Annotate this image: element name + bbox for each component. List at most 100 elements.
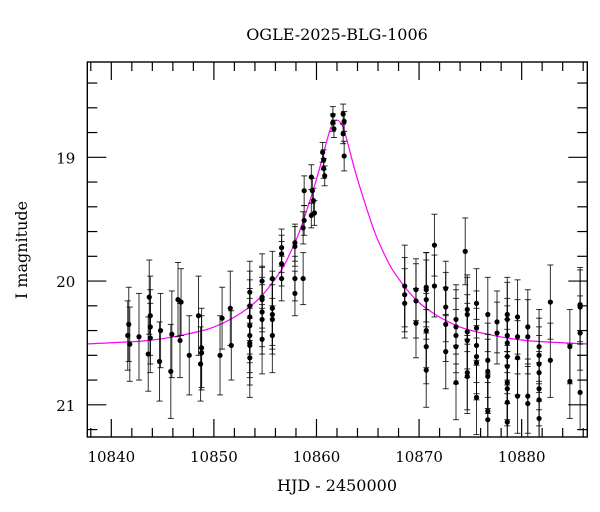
data-point <box>145 316 152 392</box>
data-point <box>341 140 348 172</box>
data-points-layer <box>124 103 584 437</box>
data-point <box>156 321 163 402</box>
data-marker <box>504 419 510 425</box>
data-point <box>452 344 459 421</box>
data-point <box>423 332 430 408</box>
y-tick-label: 21 <box>56 397 75 415</box>
data-point <box>311 200 318 226</box>
data-point <box>308 164 315 190</box>
data-point <box>341 111 348 132</box>
data-point <box>219 286 226 350</box>
data-point <box>195 275 202 356</box>
data-marker <box>195 313 202 319</box>
data-marker <box>567 378 573 384</box>
data-marker <box>431 283 438 289</box>
data-marker <box>300 225 306 231</box>
data-point <box>577 354 584 431</box>
data-point <box>167 323 174 419</box>
data-point <box>146 259 153 335</box>
data-point <box>401 268 408 339</box>
data-marker <box>536 415 542 422</box>
x-tick-label: 10880 <box>498 448 546 466</box>
data-point <box>330 119 337 138</box>
data-marker <box>308 174 314 180</box>
data-point <box>168 290 175 379</box>
data-marker <box>423 367 429 373</box>
data-marker <box>308 212 314 219</box>
tick-labels: 10840 10850 10860 10870 10880 19 20 21 <box>56 149 545 466</box>
data-marker <box>494 330 500 336</box>
data-point <box>431 254 438 318</box>
data-point <box>136 292 143 381</box>
data-marker <box>462 248 468 254</box>
data-point <box>462 217 469 286</box>
data-marker <box>330 120 336 126</box>
model-curve <box>87 119 588 345</box>
data-marker <box>147 335 153 341</box>
data-marker <box>168 368 174 375</box>
y-tick-label: 20 <box>56 273 75 291</box>
data-point <box>278 255 285 302</box>
data-marker <box>301 188 307 194</box>
x-tick-label: 10840 <box>87 448 135 466</box>
data-marker <box>514 393 521 399</box>
data-marker <box>547 357 553 363</box>
data-marker <box>269 332 275 339</box>
data-point <box>504 384 511 437</box>
data-marker <box>127 341 133 347</box>
data-point <box>536 380 543 437</box>
plot-frame <box>86 61 589 438</box>
data-point <box>464 338 471 414</box>
x-tick-label: 10860 <box>293 448 341 466</box>
x-tick-label: 10870 <box>395 448 443 466</box>
data-marker <box>169 331 175 337</box>
data-marker <box>309 188 315 194</box>
data-marker <box>402 300 408 306</box>
data-marker <box>320 149 326 155</box>
data-marker <box>577 389 583 396</box>
chart-title: OGLE-2025-BLG-1006 <box>246 25 428 44</box>
data-point <box>300 211 307 245</box>
data-point <box>442 313 449 390</box>
data-marker <box>217 352 223 358</box>
data-point <box>473 359 480 436</box>
data-marker <box>177 337 183 344</box>
data-marker <box>341 118 347 125</box>
data-marker <box>145 351 151 357</box>
data-point <box>269 297 276 374</box>
data-marker <box>186 352 192 358</box>
data-point <box>566 343 573 419</box>
data-marker <box>126 321 132 327</box>
model-curve-layer <box>87 119 588 345</box>
data-point <box>340 123 347 145</box>
data-point <box>227 270 234 346</box>
data-marker <box>547 299 553 305</box>
data-marker <box>331 126 337 132</box>
data-marker <box>464 373 470 379</box>
data-marker <box>300 275 306 282</box>
data-marker <box>125 332 131 339</box>
data-marker <box>525 400 531 407</box>
data-point <box>547 322 554 398</box>
data-marker <box>431 242 438 248</box>
data-point <box>300 252 307 306</box>
data-marker <box>278 275 285 282</box>
data-marker <box>413 320 419 326</box>
data-marker <box>146 294 152 300</box>
x-axis-label: HJD - 2450000 <box>277 476 397 495</box>
data-point <box>412 287 419 359</box>
data-marker <box>341 153 347 159</box>
data-point <box>514 358 521 434</box>
data-marker <box>340 131 346 137</box>
data-point <box>259 304 266 375</box>
axis-ticks <box>87 62 588 437</box>
x-tick-label: 10850 <box>190 448 238 466</box>
data-marker <box>292 243 298 250</box>
data-marker <box>198 350 205 356</box>
data-point <box>291 270 298 317</box>
data-marker <box>453 379 459 386</box>
data-point <box>157 292 164 369</box>
data-point <box>228 310 235 381</box>
data-point <box>217 315 224 396</box>
